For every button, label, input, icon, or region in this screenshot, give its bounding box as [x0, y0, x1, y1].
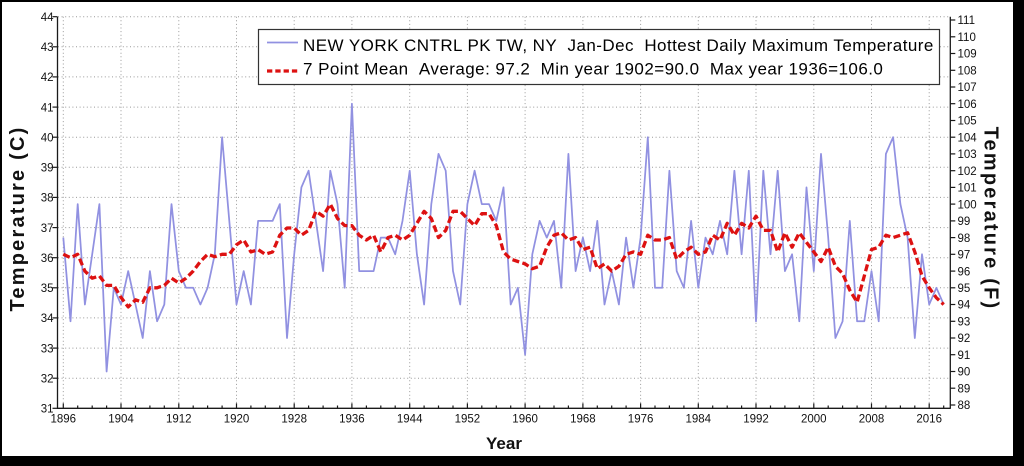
svg-text:106: 106: [958, 99, 977, 111]
svg-text:100: 100: [958, 199, 977, 211]
svg-text:NEW YORK CNTRL PK TW, NY Jan-: NEW YORK CNTRL PK TW, NY Jan-Dec Hottest…: [303, 36, 934, 55]
svg-text:107: 107: [958, 82, 977, 94]
svg-text:Temperature (C): Temperature (C): [7, 126, 29, 312]
svg-text:1976: 1976: [628, 414, 654, 426]
svg-text:2008: 2008: [859, 414, 885, 426]
svg-text:91: 91: [958, 350, 971, 362]
svg-text:92: 92: [958, 333, 971, 345]
svg-text:103: 103: [958, 149, 977, 161]
svg-text:1984: 1984: [686, 414, 712, 426]
svg-text:31: 31: [41, 404, 54, 416]
svg-text:1968: 1968: [570, 414, 596, 426]
svg-text:1936: 1936: [339, 414, 365, 426]
svg-text:109: 109: [958, 49, 977, 61]
svg-text:105: 105: [958, 116, 977, 128]
svg-text:40: 40: [41, 132, 54, 144]
svg-text:1928: 1928: [281, 414, 307, 426]
svg-text:42: 42: [41, 72, 54, 84]
svg-text:101: 101: [958, 183, 977, 195]
svg-text:1944: 1944: [397, 414, 423, 426]
svg-text:110: 110: [958, 32, 976, 44]
svg-text:111: 111: [958, 15, 975, 27]
svg-text:43: 43: [41, 42, 54, 54]
svg-text:1912: 1912: [166, 414, 192, 426]
svg-text:1896: 1896: [51, 414, 77, 426]
svg-text:89: 89: [958, 383, 971, 395]
svg-text:38: 38: [41, 193, 54, 205]
svg-text:34: 34: [41, 313, 54, 325]
svg-text:90: 90: [958, 367, 971, 379]
svg-text:108: 108: [958, 66, 977, 78]
svg-text:94: 94: [958, 300, 971, 312]
svg-text:99: 99: [958, 216, 971, 228]
svg-text:39: 39: [41, 163, 54, 175]
svg-text:2016: 2016: [916, 414, 942, 426]
svg-text:98: 98: [958, 233, 971, 245]
svg-text:37: 37: [41, 223, 54, 235]
svg-text:95: 95: [958, 283, 971, 295]
svg-text:1904: 1904: [108, 414, 134, 426]
svg-text:96: 96: [958, 266, 971, 278]
svg-text:44: 44: [41, 12, 54, 24]
svg-text:104: 104: [958, 132, 978, 144]
svg-text:Temperature (F): Temperature (F): [980, 127, 1002, 311]
svg-text:32: 32: [41, 373, 54, 385]
svg-text:35: 35: [41, 283, 54, 295]
svg-text:Year: Year: [486, 434, 522, 453]
svg-text:1960: 1960: [512, 414, 538, 426]
svg-text:102: 102: [958, 166, 977, 178]
svg-text:41: 41: [41, 102, 54, 114]
svg-text:1992: 1992: [743, 414, 769, 426]
svg-text:97: 97: [958, 250, 971, 262]
svg-text:36: 36: [41, 253, 54, 265]
svg-text:1920: 1920: [224, 414, 250, 426]
svg-text:2000: 2000: [801, 414, 827, 426]
svg-text:93: 93: [958, 317, 971, 329]
svg-text:7 Point Mean Average: 97.2 M: 7 Point Mean Average: 97.2 Min year 1902…: [303, 60, 883, 79]
svg-text:88: 88: [958, 400, 971, 412]
svg-text:33: 33: [41, 343, 54, 355]
svg-text:1952: 1952: [455, 414, 481, 426]
